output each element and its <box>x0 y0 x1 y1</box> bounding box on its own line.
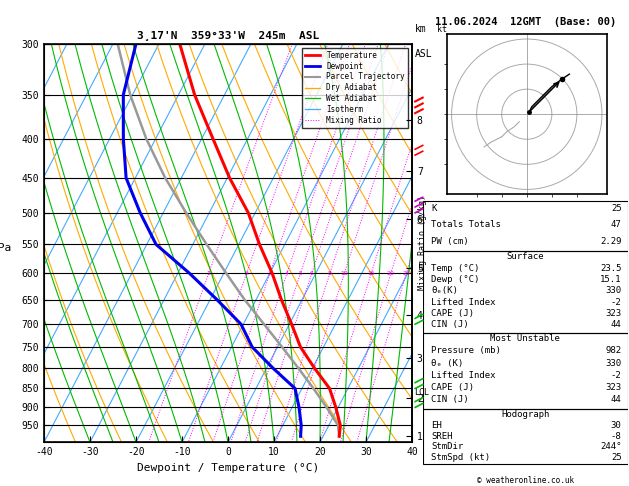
Text: 323: 323 <box>606 383 621 392</box>
Text: 15.1: 15.1 <box>600 275 621 284</box>
Text: Dewp (°C): Dewp (°C) <box>431 275 479 284</box>
Text: 244°: 244° <box>600 442 621 451</box>
Text: 2: 2 <box>245 271 248 276</box>
Text: Most Unstable: Most Unstable <box>490 334 560 343</box>
Text: 10: 10 <box>340 271 348 276</box>
X-axis label: Dewpoint / Temperature (°C): Dewpoint / Temperature (°C) <box>137 463 319 473</box>
Text: StmDir: StmDir <box>431 442 463 451</box>
Text: 982: 982 <box>606 347 621 355</box>
Text: 47: 47 <box>611 220 621 229</box>
Text: 6: 6 <box>310 271 314 276</box>
Text: θₑ(K): θₑ(K) <box>431 286 458 295</box>
Text: 5: 5 <box>299 271 303 276</box>
Text: StmSpd (kt): StmSpd (kt) <box>431 453 490 462</box>
Text: 44: 44 <box>611 395 621 404</box>
Text: Pressure (mb): Pressure (mb) <box>431 347 501 355</box>
Text: CIN (J): CIN (J) <box>431 320 469 330</box>
Text: ASL: ASL <box>415 49 433 59</box>
Text: km: km <box>415 24 427 34</box>
Text: 11.06.2024  12GMT  (Base: 00): 11.06.2024 12GMT (Base: 00) <box>435 17 616 27</box>
Text: 25: 25 <box>403 271 410 276</box>
Y-axis label: hPa: hPa <box>0 243 11 253</box>
Text: θₑ (K): θₑ (K) <box>431 359 463 367</box>
Text: -2: -2 <box>611 298 621 307</box>
Text: 1: 1 <box>207 271 211 276</box>
Text: © weatheronline.co.uk: © weatheronline.co.uk <box>477 476 574 485</box>
Text: Totals Totals: Totals Totals <box>431 220 501 229</box>
Text: 4: 4 <box>285 271 289 276</box>
Text: 330: 330 <box>606 359 621 367</box>
Text: 20: 20 <box>387 271 395 276</box>
Text: CAPE (J): CAPE (J) <box>431 309 474 318</box>
Text: 15: 15 <box>367 271 375 276</box>
Text: 44: 44 <box>611 320 621 330</box>
Text: LCL: LCL <box>414 388 429 397</box>
Title: 3¸17'N  359°33'W  245m  ASL: 3¸17'N 359°33'W 245m ASL <box>137 30 319 40</box>
Bar <box>423 332 628 409</box>
Legend: Temperature, Dewpoint, Parcel Trajectory, Dry Adiabat, Wet Adiabat, Isotherm, Mi: Temperature, Dewpoint, Parcel Trajectory… <box>302 48 408 128</box>
Bar <box>423 251 628 332</box>
Text: kt: kt <box>437 25 447 35</box>
Bar <box>423 201 628 251</box>
Text: 2.29: 2.29 <box>600 237 621 246</box>
Text: 23.5: 23.5 <box>600 264 621 273</box>
Text: 8: 8 <box>328 271 332 276</box>
Text: 25: 25 <box>611 204 621 212</box>
Text: EH: EH <box>431 421 442 430</box>
Text: Hodograph: Hodograph <box>501 410 549 419</box>
Text: K: K <box>431 204 437 212</box>
Text: PW (cm): PW (cm) <box>431 237 469 246</box>
Text: -8: -8 <box>611 432 621 440</box>
Text: Lifted Index: Lifted Index <box>431 298 496 307</box>
Text: 25: 25 <box>611 453 621 462</box>
Text: Mixing Ratio (g/kg): Mixing Ratio (g/kg) <box>418 195 427 291</box>
Text: Lifted Index: Lifted Index <box>431 371 496 380</box>
Text: Temp (°C): Temp (°C) <box>431 264 479 273</box>
Text: CIN (J): CIN (J) <box>431 395 469 404</box>
Text: 30: 30 <box>611 421 621 430</box>
Bar <box>423 409 628 465</box>
Text: CAPE (J): CAPE (J) <box>431 383 474 392</box>
Text: 330: 330 <box>606 286 621 295</box>
Text: SREH: SREH <box>431 432 452 440</box>
Text: -2: -2 <box>611 371 621 380</box>
Text: 323: 323 <box>606 309 621 318</box>
Text: Surface: Surface <box>506 252 544 261</box>
Text: 3: 3 <box>268 271 272 276</box>
